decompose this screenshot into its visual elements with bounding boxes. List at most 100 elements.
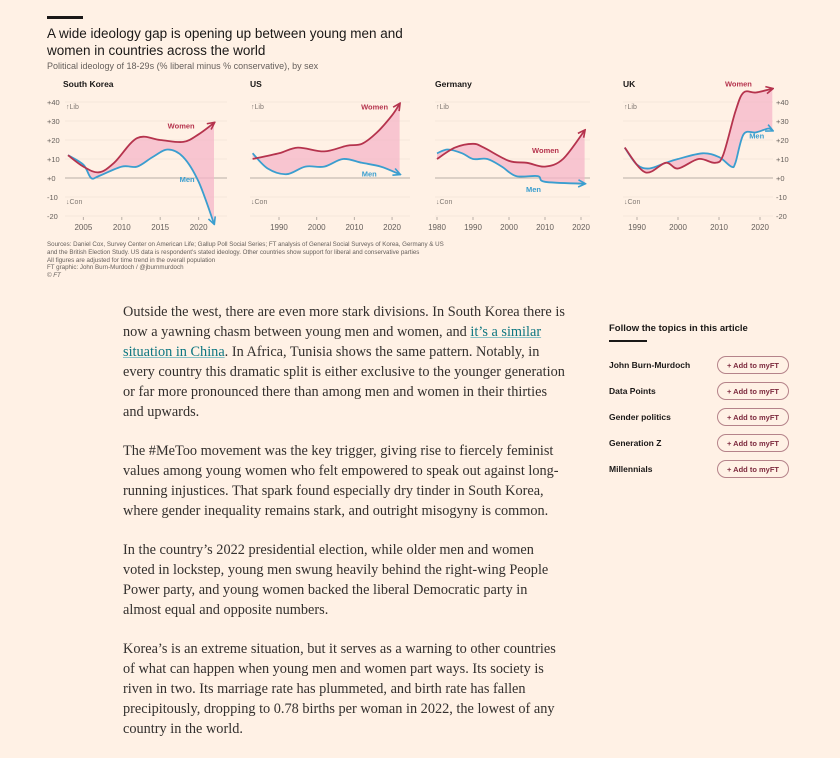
x-tick-label: 2015 [151, 223, 169, 232]
paragraph: Outside the west, there are even more st… [123, 302, 568, 422]
topics-heading: Follow the topics in this article [609, 323, 748, 334]
lib-label: ↑Lib [436, 104, 449, 111]
y-tick-label: +10 [47, 155, 60, 164]
topic-row: John Burn-Murdoch + Add to myFT [609, 352, 789, 378]
text: . In Africa, Tunisia shows the same patt… [123, 344, 565, 420]
men-line [251, 152, 400, 174]
chart-panel-south-korea: South Korea+40 +30 +20 +10 +0 -10 -20 ↑Lib ↓Con 2… [47, 79, 227, 232]
topic-name[interactable]: John Burn-Murdoch [609, 360, 691, 370]
men-label: Men [362, 170, 377, 179]
x-tick-label: 2020 [383, 223, 401, 232]
source-line: Sources: Daniel Cox, Survey Center on Am… [47, 241, 444, 248]
men-label: Men [180, 175, 195, 184]
x-tick-label: 1980 [428, 223, 446, 232]
chart-title: A wide ideology gap is opening up betwee… [47, 26, 403, 58]
y-tick-label: +20 [47, 136, 60, 145]
y-tick-label: -10 [47, 193, 58, 202]
paragraph: The #MeToo movement was the key trigger,… [123, 443, 559, 519]
men-line [623, 129, 773, 170]
topic-name[interactable]: Data Points [609, 386, 656, 396]
chart-subtitle: Political ideology of 18-29s (% liberal … [47, 61, 319, 71]
x-tick-label: 2000 [669, 223, 687, 232]
y-tick-label: -10 [776, 193, 787, 202]
topic-row: Millennials + Add to myFT [609, 456, 789, 482]
add-to-myft-button[interactable]: + Add to myFT [717, 382, 789, 400]
men-line [436, 148, 585, 184]
y-tick-label: +10 [776, 155, 789, 164]
add-to-myft-button[interactable]: + Add to myFT [717, 460, 789, 478]
gap-area [68, 122, 214, 224]
men-label: Men [749, 132, 764, 141]
x-tick-label: 2010 [536, 223, 554, 232]
x-tick-label: 1990 [270, 223, 288, 232]
women-label: Women [725, 80, 752, 89]
con-label: ↓Con [436, 199, 452, 206]
y-tick-label: +0 [776, 174, 785, 183]
gap-area [437, 130, 585, 184]
men-line [67, 148, 214, 224]
lib-label: ↑Lib [624, 104, 637, 111]
women-label: Women [532, 146, 559, 155]
x-tick-label: 2020 [572, 223, 590, 232]
source-line: © FT [47, 272, 61, 280]
women-label: Women [168, 121, 195, 130]
lib-label: ↑Lib [66, 104, 79, 111]
y-tick-label: +40 [47, 98, 60, 107]
source-line: All figures are adjusted for time trend … [47, 256, 216, 264]
paragraph: In the country’s 2022 presidential elect… [123, 542, 549, 618]
paragraph: Korea’s is an extreme situation, but it … [123, 641, 556, 737]
topic-row: Data Points + Add to myFT [609, 378, 789, 404]
chart-panel-us: US ↑Lib ↓Con 1990 2000 2010 2020 Women Men [250, 79, 410, 232]
women-line [67, 123, 214, 174]
y-tick-label: +30 [47, 117, 60, 126]
x-tick-label: 2005 [74, 223, 92, 232]
y-tick-label: +30 [776, 117, 789, 126]
gap-area [624, 88, 773, 173]
men-label: Men [526, 185, 541, 194]
x-tick-label: 2010 [113, 223, 131, 232]
x-tick-label: 2010 [345, 223, 363, 232]
heading-rule [609, 340, 647, 342]
con-label: ↓Con [66, 199, 82, 206]
women-label: Women [361, 102, 388, 111]
add-to-myft-button[interactable]: + Add to myFT [717, 434, 789, 452]
topic-name[interactable]: Generation Z [609, 438, 662, 448]
y-tick-label: +20 [776, 136, 789, 145]
y-tick-label: +0 [47, 174, 56, 183]
y-tick-label: -20 [47, 212, 58, 221]
x-tick-label: 2020 [190, 223, 208, 232]
article-body: Outside the west, there are even more st… [123, 302, 568, 758]
y-tick-label: -20 [776, 212, 787, 221]
china-link[interactable]: it’s a similar situation in China [123, 324, 542, 360]
x-tick-label: 2000 [308, 223, 326, 232]
panel-title: US [250, 79, 262, 89]
chart-panel-germany: Germany ↑Lib ↓Con 1980 1990 2000 2010 2020 Women… [428, 79, 590, 232]
topics-panel: Follow the topics in this article John B… [609, 323, 789, 482]
panel-title: Germany [435, 79, 472, 89]
topic-name[interactable]: Gender politics [609, 412, 671, 422]
x-tick-label: 2010 [710, 223, 728, 232]
topic-name[interactable]: Millennials [609, 464, 653, 474]
con-label: ↓Con [624, 199, 640, 206]
x-tick-label: 1990 [464, 223, 482, 232]
gap-area [252, 103, 400, 175]
women-line [252, 104, 400, 160]
add-to-myft-button[interactable]: + Add to myFT [717, 408, 789, 426]
x-tick-label: 2000 [500, 223, 518, 232]
con-label: ↓Con [251, 199, 267, 206]
lib-label: ↑Lib [251, 104, 264, 111]
topic-row: Gender politics + Add to myFT [609, 404, 789, 430]
women-line [623, 89, 773, 174]
y-tick-label: +40 [776, 98, 789, 107]
women-line [436, 131, 585, 168]
add-to-myft-button[interactable]: + Add to myFT [717, 356, 789, 374]
topic-row: Generation Z + Add to myFT [609, 430, 789, 456]
text: Outside the west, there are even more st… [123, 304, 565, 340]
panel-title: South Korea [63, 79, 114, 89]
x-tick-label: 1990 [628, 223, 646, 232]
x-tick-label: 2020 [751, 223, 769, 232]
chart-panel-uk: UK +40 +30 +20 +10 +0 -10 -20 ↑Lib ↓Con 1990 2000 20… [623, 79, 789, 232]
source-line: FT graphic: John Burn-Murdoch / @jburnmu… [47, 264, 184, 272]
panel-title: UK [623, 79, 636, 89]
chart-sources: Sources: Daniel Cox, Survey Center on Am… [47, 241, 467, 280]
